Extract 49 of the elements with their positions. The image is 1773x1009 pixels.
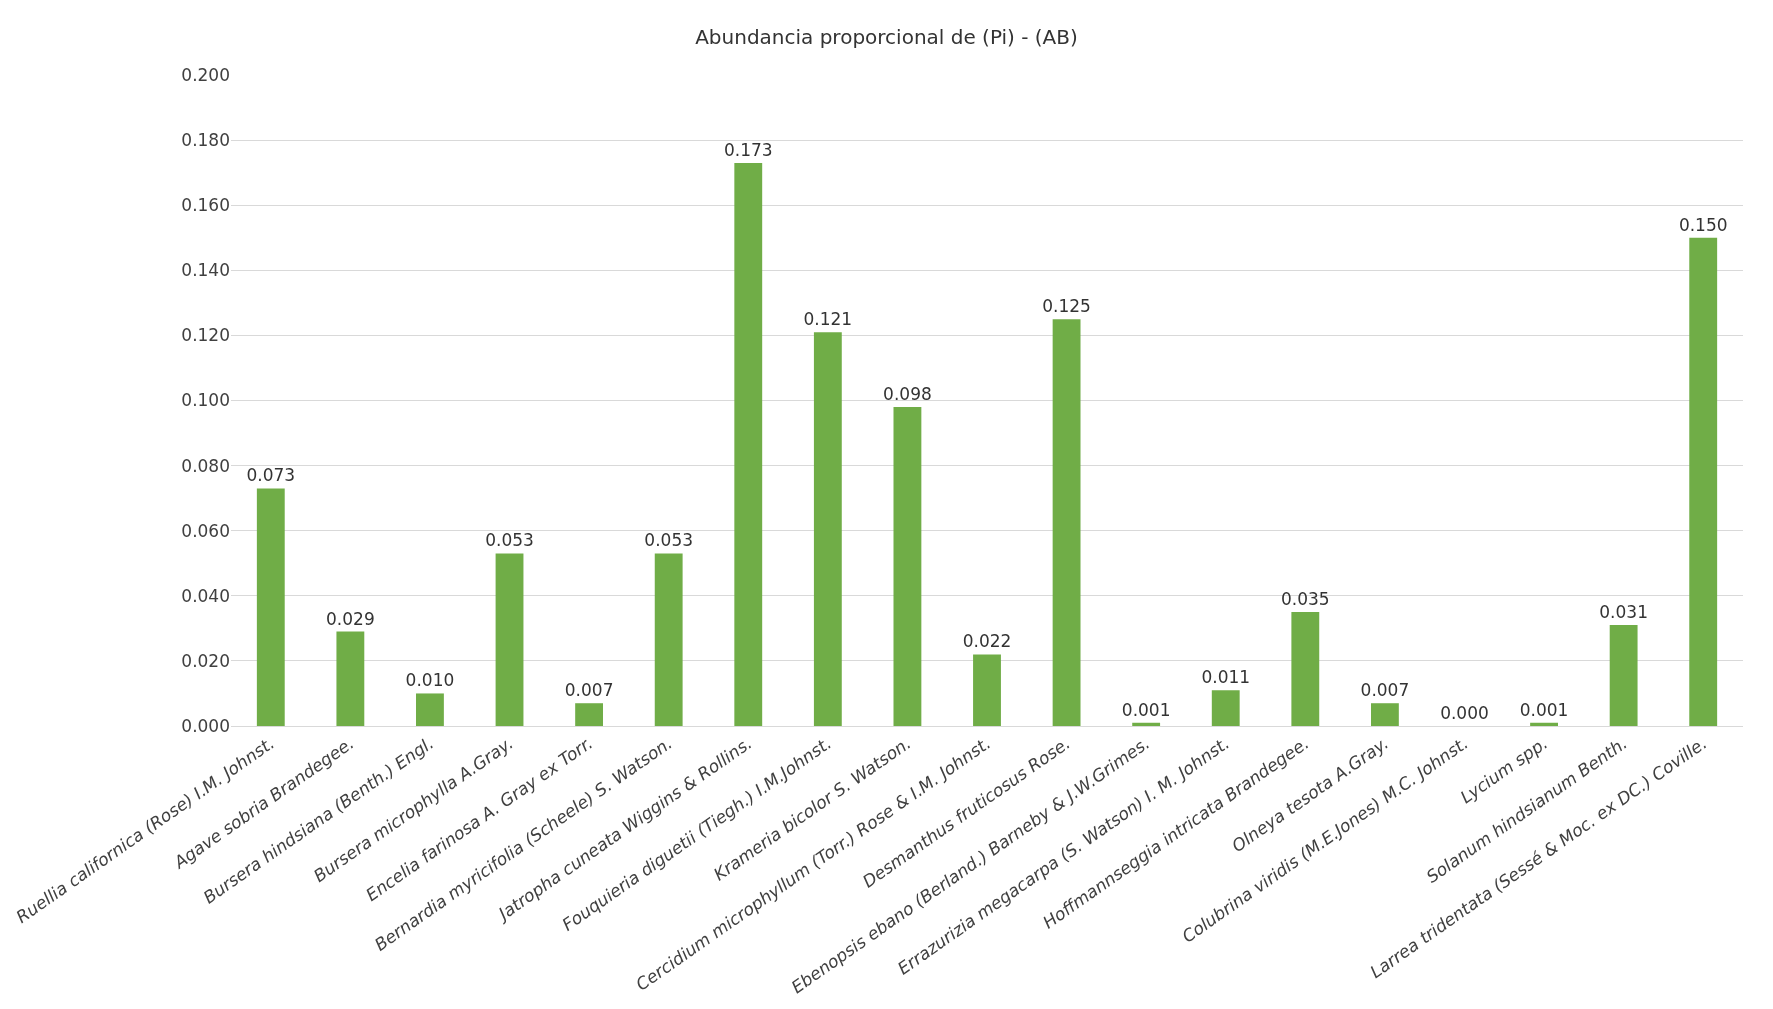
data-label: 0.007 xyxy=(564,680,614,701)
data-label: 0.007 xyxy=(1360,680,1410,701)
data-label: 0.035 xyxy=(1280,589,1330,610)
bar xyxy=(1530,722,1558,726)
y-tick-label: 0.140 xyxy=(181,260,230,281)
bar xyxy=(1689,237,1718,726)
bar xyxy=(813,332,842,726)
data-label: 0.022 xyxy=(962,631,1012,652)
data-label: 0.121 xyxy=(803,309,853,330)
data-label: 0.011 xyxy=(1201,667,1251,688)
data-label: 0.001 xyxy=(1121,699,1171,720)
bar xyxy=(973,654,1001,726)
data-label: 0.053 xyxy=(485,530,534,551)
data-label: 0.150 xyxy=(1678,214,1728,235)
data-label: 0.173 xyxy=(723,139,773,160)
y-tick-label: 0.060 xyxy=(181,520,230,541)
bar xyxy=(256,488,285,726)
data-label: 0.010 xyxy=(405,670,455,691)
bar xyxy=(654,553,683,726)
bar xyxy=(336,631,365,726)
bar xyxy=(1291,612,1320,726)
bar xyxy=(416,693,444,726)
data-label: 0.031 xyxy=(1599,602,1648,623)
bar xyxy=(1370,703,1399,726)
bar xyxy=(734,162,763,726)
y-tick-label: 0.100 xyxy=(181,390,230,411)
data-label: 0.001 xyxy=(1519,699,1569,720)
bar xyxy=(495,553,524,726)
data-label: 0.029 xyxy=(326,608,375,629)
data-label: 0.053 xyxy=(644,530,694,551)
y-tick-label: 0.080 xyxy=(181,455,230,476)
y-tick-label: 0.020 xyxy=(181,650,230,671)
data-label: 0.125 xyxy=(1042,296,1091,317)
y-tick-label: 0.200 xyxy=(181,64,230,85)
data-label: 0.073 xyxy=(246,465,296,486)
data-label: 0.000 xyxy=(1440,703,1489,723)
y-tick-label: 0.160 xyxy=(181,195,230,216)
y-tick-label: 0.040 xyxy=(181,585,230,606)
y-tick-label: 0.120 xyxy=(181,325,230,346)
bar xyxy=(1132,722,1161,726)
chart-title: Abundancia proporcional de (Pi) - (AB) xyxy=(695,25,1078,50)
y-tick-label: 0.180 xyxy=(181,130,230,151)
data-label: 0.098 xyxy=(883,384,932,405)
bar xyxy=(1609,625,1638,726)
bar xyxy=(1052,319,1081,726)
y-tick-label: 0.000 xyxy=(181,715,230,736)
bar xyxy=(893,407,922,726)
bar xyxy=(1211,690,1240,726)
bar xyxy=(575,703,604,726)
